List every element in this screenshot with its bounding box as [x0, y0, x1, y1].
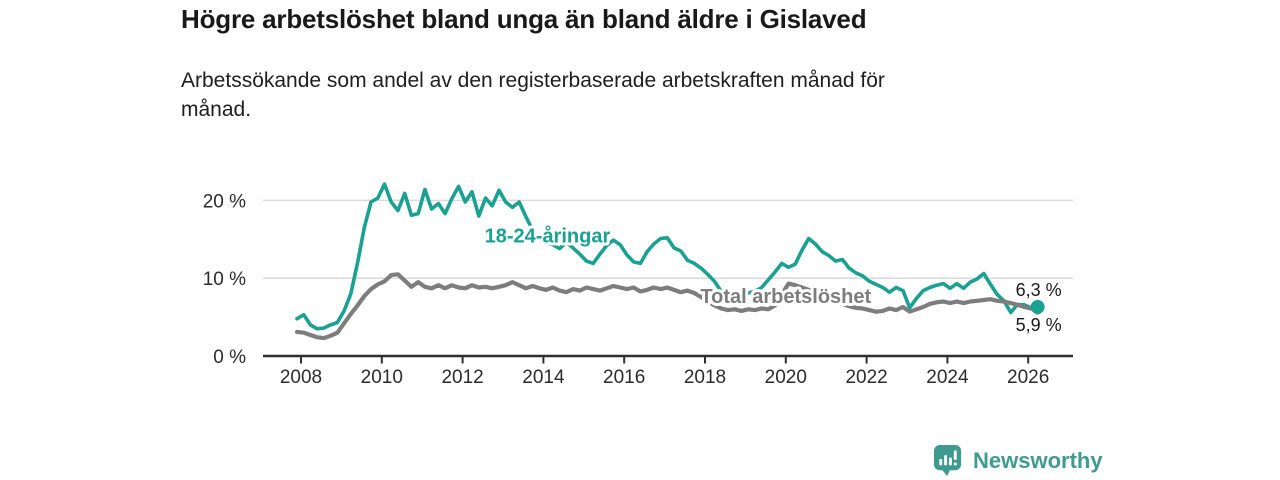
- series-label-1: Total arbetslöshet: [700, 286, 871, 308]
- x-tick-label-2016: 2016: [603, 367, 645, 388]
- x-tick-label-2026: 2026: [1007, 367, 1049, 388]
- series-line-1: [294, 272, 1040, 341]
- end-value-label-1: 5,9 %: [1016, 315, 1062, 335]
- exclamation-bar: [953, 450, 957, 461]
- chart-title: Högre arbetslöshet bland unga än bland ä…: [181, 4, 867, 34]
- y-tick-label-10: 10 %: [203, 269, 246, 290]
- y-tick-label-0: 0 %: [213, 347, 246, 368]
- x-tick-label-2018: 2018: [684, 367, 726, 388]
- x-tick-label-2022: 2022: [845, 367, 887, 388]
- end-value-label-0: 6,3 %: [1016, 280, 1062, 300]
- y-tick-label-20: 20 %: [203, 191, 246, 212]
- brand-footer: Newsworthy: [933, 444, 1103, 477]
- x-tick-label-2024: 2024: [926, 367, 969, 388]
- bar-2: [944, 455, 948, 466]
- x-tick-label-2014: 2014: [522, 367, 565, 388]
- exclamation-dot: [953, 462, 957, 466]
- bar-1: [939, 459, 943, 466]
- series-label-0: 18-24-åringar: [485, 224, 611, 247]
- series-end-dot-0: [1030, 299, 1045, 314]
- x-tick-label-2012: 2012: [441, 367, 483, 388]
- chart-subtitle: Arbetssökande som andel av den registerb…: [181, 69, 885, 122]
- bar-3: [948, 457, 952, 466]
- x-tick-label-2008: 2008: [280, 367, 322, 388]
- x-tick-label-2020: 2020: [765, 367, 807, 388]
- brand-name: Newsworthy: [973, 447, 1103, 473]
- series-line-0: [295, 182, 1040, 331]
- x-tick-label-2010: 2010: [361, 367, 403, 388]
- newsworthy-logo-icon: [933, 445, 962, 476]
- speech-bubble-tail: [941, 469, 951, 476]
